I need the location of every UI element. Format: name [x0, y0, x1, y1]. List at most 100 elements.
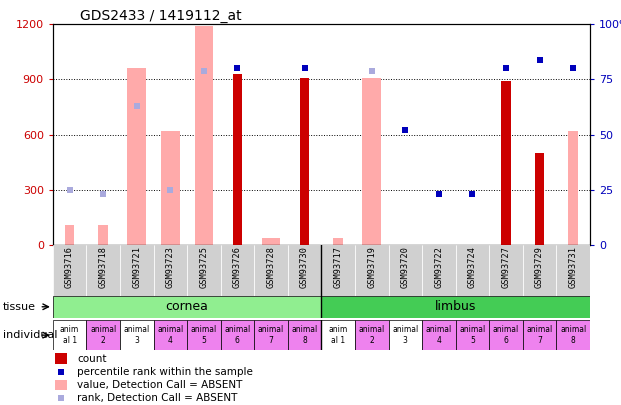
Text: anim
al 1: anim al 1 [60, 326, 79, 345]
Text: count: count [77, 354, 106, 364]
Bar [322, 320, 355, 350]
Bar [389, 320, 422, 350]
Point [165, 187, 175, 193]
Text: GSM93719: GSM93719 [367, 246, 376, 288]
Text: animal
5: animal 5 [460, 326, 486, 345]
Text: GDS2433 / 1419112_at: GDS2433 / 1419112_at [79, 9, 242, 23]
Text: animal
3: animal 3 [124, 326, 150, 345]
Bar [489, 245, 523, 296]
Bar [86, 245, 120, 296]
Text: animal
8: animal 8 [560, 326, 586, 345]
Text: GSM93728: GSM93728 [266, 246, 276, 288]
Text: animal
8: animal 8 [291, 326, 318, 345]
Bar [523, 245, 556, 296]
Bar [220, 320, 254, 350]
Bar [53, 320, 86, 350]
Text: animal
4: animal 4 [426, 326, 452, 345]
Bar [153, 245, 187, 296]
Text: animal
7: animal 7 [258, 326, 284, 345]
Point [299, 65, 309, 72]
Text: GSM93717: GSM93717 [333, 246, 343, 288]
Point [57, 395, 66, 401]
Bar [120, 245, 153, 296]
Point [568, 65, 578, 72]
Point [468, 191, 478, 198]
Point [57, 369, 66, 375]
Point [535, 56, 545, 63]
Bar [288, 320, 322, 350]
Text: percentile rank within the sample: percentile rank within the sample [77, 367, 253, 377]
Bar [153, 320, 187, 350]
Bar [422, 320, 456, 350]
Point [65, 187, 75, 193]
Text: GSM93722: GSM93722 [434, 246, 443, 288]
Point [199, 67, 209, 74]
Bar [254, 320, 288, 350]
Bar [523, 320, 556, 350]
Point [132, 103, 142, 109]
Point [501, 65, 511, 72]
Bar [556, 320, 590, 350]
Text: GSM93731: GSM93731 [569, 246, 578, 288]
Bar [568, 131, 578, 245]
Text: cornea: cornea [166, 300, 209, 313]
Text: GSM93721: GSM93721 [132, 246, 141, 288]
Bar [535, 153, 544, 245]
Text: GSM93718: GSM93718 [99, 246, 107, 288]
Text: individual: individual [3, 330, 58, 340]
Bar [254, 245, 288, 296]
Text: GSM93730: GSM93730 [300, 246, 309, 288]
Bar [322, 245, 355, 296]
Bar [65, 225, 75, 245]
Text: tissue: tissue [3, 302, 36, 312]
Bar [266, 238, 276, 245]
Text: animal
6: animal 6 [493, 326, 519, 345]
Bar [127, 68, 146, 245]
Text: value, Detection Call = ABSENT: value, Detection Call = ABSENT [77, 380, 242, 390]
Bar [322, 296, 590, 318]
Bar [489, 320, 523, 350]
Text: GSM93723: GSM93723 [166, 246, 175, 288]
Bar [86, 320, 120, 350]
Text: animal
2: animal 2 [358, 326, 385, 345]
Bar [422, 245, 456, 296]
Text: animal
6: animal 6 [224, 326, 250, 345]
Bar [355, 245, 389, 296]
Bar [187, 320, 220, 350]
Point [434, 191, 444, 198]
Text: GSM93727: GSM93727 [502, 246, 510, 288]
Bar [220, 245, 254, 296]
Text: animal
5: animal 5 [191, 326, 217, 345]
Point [98, 191, 108, 198]
Bar [389, 245, 422, 296]
Text: animal
7: animal 7 [527, 326, 553, 345]
Bar [363, 78, 381, 245]
Bar [55, 380, 67, 390]
Bar [501, 81, 510, 245]
Text: animal
4: animal 4 [157, 326, 183, 345]
Text: GSM93716: GSM93716 [65, 246, 74, 288]
Bar [288, 245, 322, 296]
Bar [355, 320, 389, 350]
Text: GSM93725: GSM93725 [199, 246, 209, 288]
Bar [233, 74, 242, 245]
Bar [53, 296, 322, 318]
Text: limbus: limbus [435, 300, 476, 313]
Bar [55, 354, 67, 364]
Bar [262, 238, 280, 245]
Bar [456, 245, 489, 296]
Text: anim
al 1: anim al 1 [329, 326, 348, 345]
Point [401, 127, 410, 134]
Text: GSM93724: GSM93724 [468, 246, 477, 288]
Text: GSM93729: GSM93729 [535, 246, 544, 288]
Text: GSM93720: GSM93720 [401, 246, 410, 288]
Bar [53, 245, 86, 296]
Text: GSM93726: GSM93726 [233, 246, 242, 288]
Bar [194, 26, 213, 245]
Bar [456, 320, 489, 350]
Bar [333, 238, 343, 245]
Point [232, 65, 242, 72]
Text: rank, Detection Call = ABSENT: rank, Detection Call = ABSENT [77, 393, 237, 403]
Bar [300, 78, 309, 245]
Bar [556, 245, 590, 296]
